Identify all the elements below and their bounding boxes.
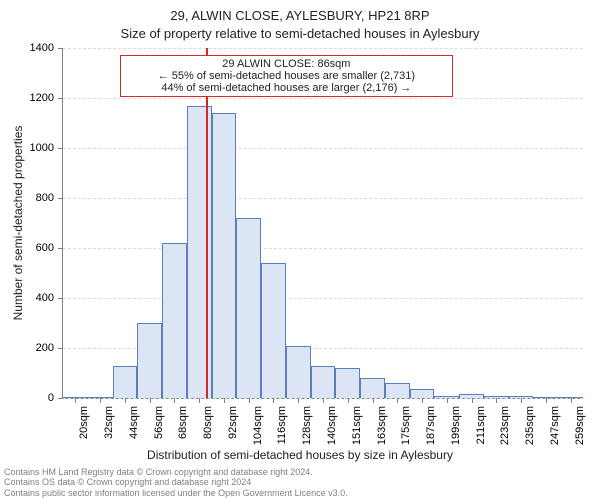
histogram-bar: [335, 368, 360, 398]
xtick-label: 163sqm: [376, 406, 388, 446]
xtick-mark: [496, 398, 497, 403]
xtick-mark: [298, 398, 299, 403]
footer-line1: Contains HM Land Registry data © Crown c…: [4, 467, 596, 477]
xtick-label: 116sqm: [276, 406, 288, 446]
xtick-label: 223sqm: [499, 406, 511, 446]
footer-line2: Contains OS data © Crown copyright and d…: [4, 477, 596, 487]
xtick-label: 128sqm: [301, 406, 313, 446]
x-axis-label: Distribution of semi-detached houses by …: [0, 448, 600, 462]
chart-title-line2: Size of property relative to semi-detach…: [0, 26, 600, 41]
histogram-bar: [360, 378, 385, 398]
annotation-line: 44% of semi-detached houses are larger (…: [125, 82, 447, 94]
histogram-bar: [311, 366, 336, 399]
xtick-mark: [397, 398, 398, 403]
grid-line: [63, 248, 583, 249]
ytick-mark: [58, 98, 63, 99]
xtick-label: 104sqm: [252, 406, 264, 446]
property-marker-line: [206, 48, 208, 398]
xtick-mark: [273, 398, 274, 403]
ytick-mark: [58, 198, 63, 199]
xtick-label: 32sqm: [103, 406, 115, 446]
histogram-bar: [385, 383, 410, 398]
xtick-mark: [571, 398, 572, 403]
xtick-mark: [323, 398, 324, 403]
histogram-bar: [410, 389, 435, 398]
xtick-mark: [199, 398, 200, 403]
histogram-plot: 29 ALWIN CLOSE: 86sqm← 55% of semi-detac…: [62, 48, 583, 399]
histogram-bar: [236, 218, 261, 398]
xtick-label: 199sqm: [450, 406, 462, 446]
xtick-label: 151sqm: [351, 406, 363, 446]
xtick-label: 92sqm: [227, 406, 239, 446]
histogram-bar: [261, 263, 286, 398]
ytick-label: 400: [14, 292, 54, 304]
xtick-label: 235sqm: [524, 406, 536, 446]
xtick-mark: [447, 398, 448, 403]
chart-title-line1: 29, ALWIN CLOSE, AYLESBURY, HP21 8RP: [0, 8, 600, 23]
xtick-label: 259sqm: [574, 406, 586, 446]
xtick-label: 187sqm: [425, 406, 437, 446]
xtick-mark: [249, 398, 250, 403]
xtick-mark: [422, 398, 423, 403]
xtick-mark: [546, 398, 547, 403]
xtick-mark: [100, 398, 101, 403]
xtick-mark: [174, 398, 175, 403]
ytick-mark: [58, 148, 63, 149]
ytick-label: 600: [14, 242, 54, 254]
ytick-label: 1200: [14, 92, 54, 104]
grid-line: [63, 198, 583, 199]
ytick-label: 800: [14, 192, 54, 204]
xtick-mark: [125, 398, 126, 403]
xtick-label: 175sqm: [400, 406, 412, 446]
xtick-label: 247sqm: [549, 406, 561, 446]
annotation-box: 29 ALWIN CLOSE: 86sqm← 55% of semi-detac…: [120, 55, 452, 97]
footer-attribution: Contains HM Land Registry data © Crown c…: [4, 467, 596, 498]
xtick-label: 44sqm: [128, 406, 140, 446]
xtick-label: 56sqm: [153, 406, 165, 446]
xtick-label: 211sqm: [475, 406, 487, 446]
xtick-label: 68sqm: [177, 406, 189, 446]
xtick-mark: [224, 398, 225, 403]
ytick-mark: [58, 398, 63, 399]
ytick-mark: [58, 348, 63, 349]
annotation-line: 29 ALWIN CLOSE: 86sqm: [125, 58, 447, 70]
annotation-line: ← 55% of semi-detached houses are smalle…: [125, 70, 447, 82]
grid-line: [63, 98, 583, 99]
xtick-label: 20sqm: [78, 406, 90, 446]
histogram-bar: [137, 323, 162, 398]
grid-line: [63, 298, 583, 299]
grid-line: [63, 48, 583, 49]
ytick-mark: [58, 48, 63, 49]
histogram-bar: [162, 243, 187, 398]
ytick-mark: [58, 298, 63, 299]
footer-line3: Contains public sector information licen…: [4, 488, 596, 498]
ytick-label: 1400: [14, 42, 54, 54]
xtick-label: 80sqm: [202, 406, 214, 446]
xtick-mark: [373, 398, 374, 403]
histogram-bar: [113, 366, 138, 399]
histogram-bar: [212, 113, 237, 398]
ytick-label: 200: [14, 342, 54, 354]
xtick-mark: [472, 398, 473, 403]
xtick-mark: [75, 398, 76, 403]
histogram-bar: [286, 346, 311, 399]
xtick-mark: [348, 398, 349, 403]
xtick-mark: [521, 398, 522, 403]
xtick-mark: [150, 398, 151, 403]
grid-line: [63, 148, 583, 149]
xtick-label: 140sqm: [326, 406, 338, 446]
ytick-mark: [58, 248, 63, 249]
ytick-label: 1000: [14, 142, 54, 154]
ytick-label: 0: [14, 392, 54, 404]
